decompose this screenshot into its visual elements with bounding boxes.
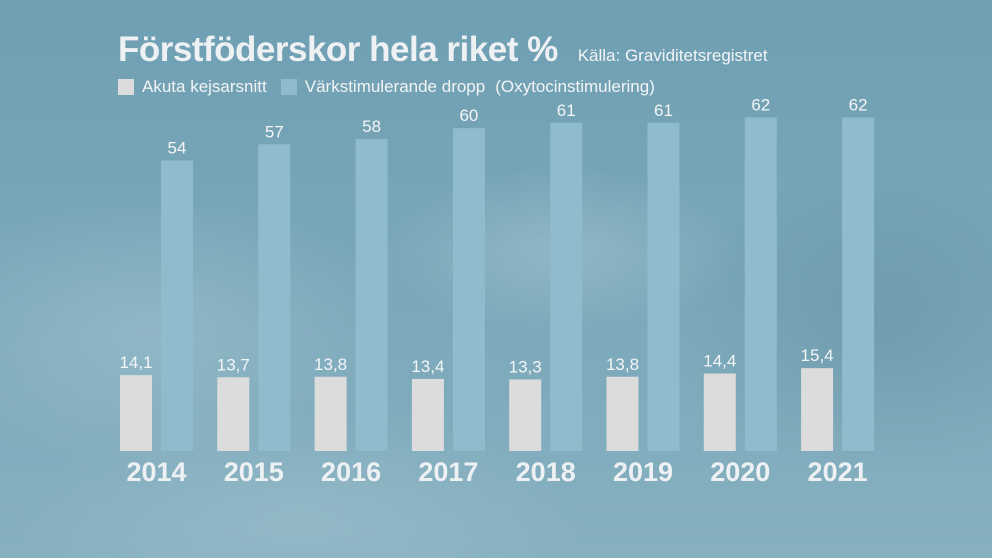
data-label-cesarean-2014: 14,1 bbox=[119, 353, 152, 372]
data-label-cesarean-2016: 13,8 bbox=[314, 355, 347, 374]
data-label-drip-2021: 62 bbox=[849, 95, 868, 114]
bar-drip-2021 bbox=[842, 117, 875, 451]
data-label-cesarean-2021: 15,4 bbox=[801, 346, 834, 365]
x-tick-label-2016: 2016 bbox=[321, 457, 381, 487]
legend: Akuta kejsarsnitt Värkstimulerande dropp… bbox=[118, 77, 655, 97]
data-label-cesarean-2015: 13,7 bbox=[217, 355, 250, 374]
bar-cesarean-2016 bbox=[314, 376, 347, 451]
bar-cesarean-2014 bbox=[120, 375, 152, 451]
bar-drip-2014 bbox=[161, 160, 193, 452]
x-tick-label-2018: 2018 bbox=[516, 457, 576, 487]
chart-title: Förstföderskor hela riket % bbox=[118, 30, 558, 69]
x-tick-label-2019: 2019 bbox=[613, 457, 673, 487]
data-label-drip-2018: 61 bbox=[557, 101, 576, 120]
data-label-cesarean-2017: 13,4 bbox=[411, 357, 444, 376]
legend-label-cesarean: Akuta kejsarsnitt bbox=[142, 77, 267, 96]
bar-cesarean-2018 bbox=[509, 379, 542, 451]
data-label-cesarean-2019: 13,8 bbox=[606, 355, 639, 374]
bar-drip-2017 bbox=[452, 128, 485, 451]
bar-cesarean-2015 bbox=[217, 377, 250, 451]
legend-swatch-cesarean bbox=[118, 79, 134, 95]
x-tick-label-2014: 2014 bbox=[126, 457, 186, 487]
bar-cesarean-2021 bbox=[801, 368, 834, 451]
data-label-cesarean-2018: 13,3 bbox=[509, 357, 542, 376]
bar-cesarean-2019 bbox=[606, 376, 639, 451]
data-label-drip-2015: 57 bbox=[265, 122, 284, 141]
x-tick-label-2021: 2021 bbox=[808, 457, 868, 487]
data-label-drip-2019: 61 bbox=[654, 101, 673, 120]
legend-swatch-drip bbox=[280, 79, 297, 95]
bar-drip-2018 bbox=[550, 122, 583, 451]
bar-drip-2015 bbox=[258, 144, 291, 451]
x-tick-label-2017: 2017 bbox=[418, 457, 478, 487]
title-row: Förstföderskor hela riket % Källa: Gravi… bbox=[118, 30, 768, 70]
legend-item-cesarean: Akuta kejsarsnitt bbox=[118, 77, 267, 97]
data-label-drip-2020: 62 bbox=[751, 95, 770, 114]
bar-drip-2019 bbox=[647, 122, 680, 451]
data-label-cesarean-2020: 14,4 bbox=[703, 352, 736, 371]
bar-drip-2016 bbox=[355, 138, 388, 451]
legend-note: (Oxytocinstimulering) bbox=[495, 77, 655, 96]
legend-label-drip: Värkstimulerande dropp bbox=[304, 77, 486, 96]
chart-source: Källa: Graviditetsregistret bbox=[577, 46, 768, 65]
x-tick-label-2015: 2015 bbox=[224, 457, 284, 487]
data-label-drip-2017: 60 bbox=[459, 106, 478, 125]
x-tick-label-2020: 2020 bbox=[710, 457, 770, 487]
bar-drip-2020 bbox=[744, 117, 777, 451]
legend-item-drip: Värkstimulerande dropp bbox=[280, 77, 486, 97]
bar-cesarean-2020 bbox=[703, 373, 736, 451]
bar-cesarean-2017 bbox=[411, 378, 444, 451]
data-label-drip-2016: 58 bbox=[362, 117, 381, 136]
data-label-drip-2014: 54 bbox=[168, 138, 187, 157]
